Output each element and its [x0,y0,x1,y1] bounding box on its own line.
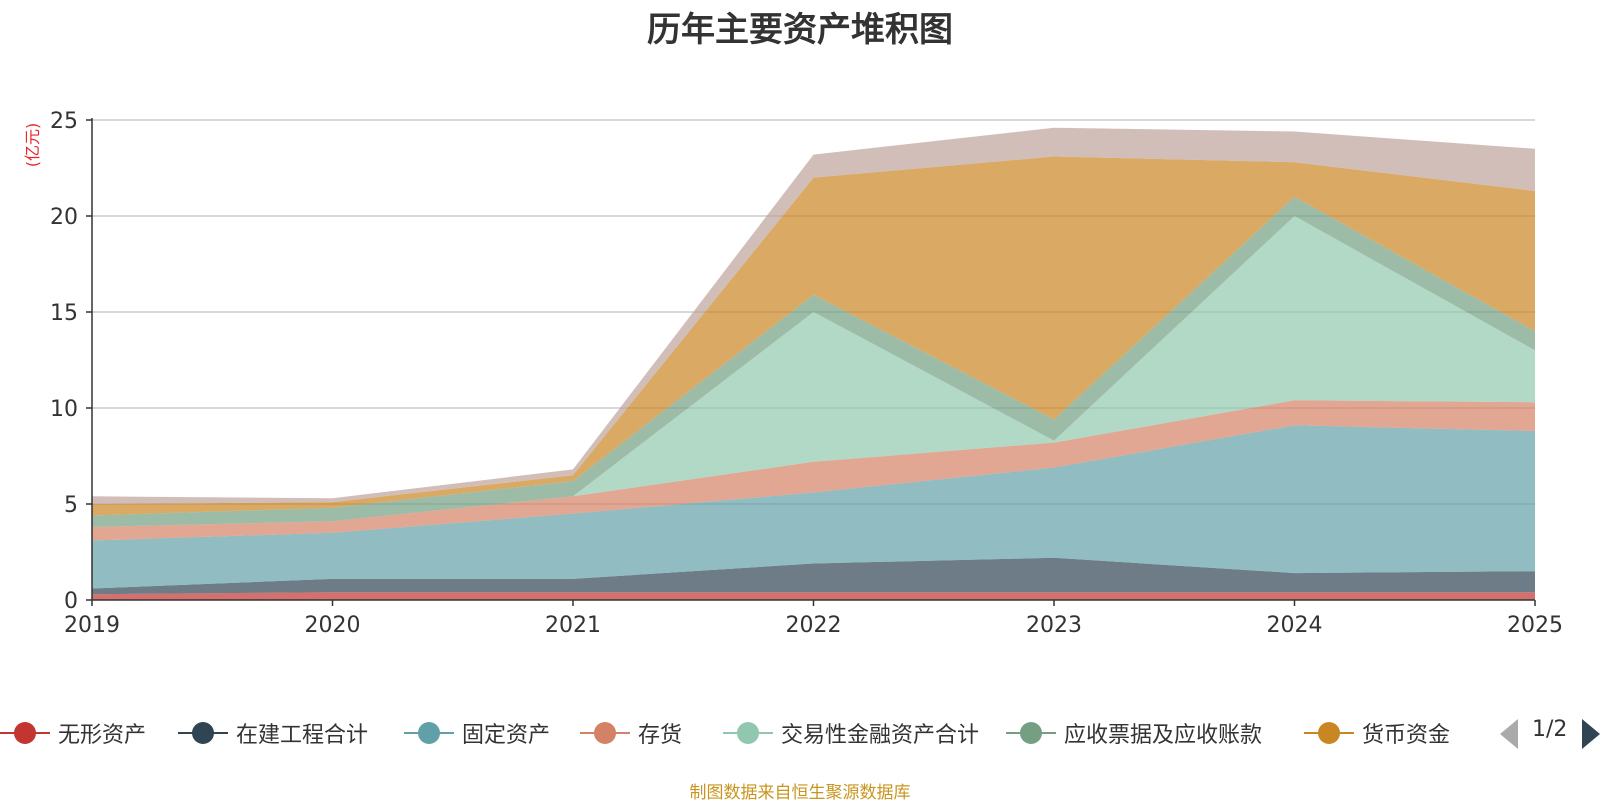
x-tick-label: 2019 [64,613,120,638]
legend-pager: 1/2 [1500,715,1600,755]
legend-marker-icon [404,721,454,745]
y-tick-label: 15 [50,301,78,326]
legend-marker-icon [1304,721,1354,745]
x-tick-label: 2023 [1026,613,1082,638]
legend-label: 货币资金 [1362,723,1451,748]
legend-label: 在建工程合计 [236,723,369,748]
x-tick-label: 2020 [305,613,361,638]
y-axis-unit-label: (亿元) [23,123,42,168]
legend-page-indicator: 1/2 [1532,717,1568,742]
x-tick-label: 2025 [1507,613,1563,638]
legend-marker-icon [178,721,228,745]
area-series-6 [92,156,1535,516]
chart-title: 历年主要资产堆积图 [647,10,953,50]
y-tick-label: 0 [64,589,78,614]
y-tick-label: 10 [50,397,78,422]
legend-item[interactable]: 应收票据及应收账款 [1006,715,1262,751]
area-series-2 [92,425,1535,589]
y-tick-label: 25 [50,109,78,134]
legend-item[interactable]: 货币资金 [1304,715,1450,751]
legend-item[interactable]: 无形资产 [0,715,146,751]
legend-marker-icon [580,721,630,745]
legend-item[interactable]: 在建工程合计 [178,715,368,751]
area-series-7 [92,127,1535,504]
area-series-1 [92,557,1535,595]
x-tick-label: 2022 [786,613,842,638]
legend-label: 交易性金融资产合计 [781,723,980,748]
y-tick-label: 5 [64,493,78,518]
source-note: 制图数据来自恒生聚源数据库 [689,783,911,803]
legend: 无形资产 在建工程合计 固定资产 存货 交易性金融资产合计 应收票据及应收账款 货币资金 [0,715,1500,755]
legend-label: 应收票据及应收账款 [1064,723,1263,748]
legend-prev-page-icon[interactable] [1500,719,1518,749]
area-series-3 [92,400,1535,541]
legend-next-page-icon[interactable] [1582,719,1600,749]
legend-marker-icon [1006,721,1056,745]
legend-item[interactable]: 固定资产 [404,715,550,751]
area-series-group [92,127,1535,600]
legend-item[interactable]: 存货 [580,715,682,751]
legend-label: 固定资产 [462,723,551,748]
x-tick-label: 2024 [1267,613,1323,638]
area-series-4 [92,216,1535,527]
area-series-0 [92,592,1535,600]
legend-label: 无形资产 [58,723,147,748]
legend-marker-icon [723,721,773,745]
y-tick-label: 20 [50,205,78,230]
x-tick-label: 2021 [545,613,601,638]
legend-marker-icon [0,721,50,745]
legend-item[interactable]: 交易性金融资产合计 [723,715,979,751]
legend-label: 存货 [638,723,683,748]
